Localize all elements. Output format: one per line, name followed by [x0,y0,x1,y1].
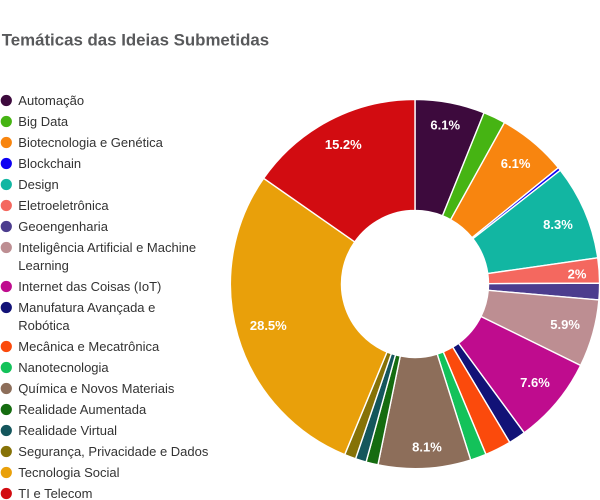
svg-text:Inteligência Artificial e Mach: Inteligência Artificial e Machine [18,240,196,255]
svg-text:Robótica: Robótica [18,318,70,333]
svg-text:7.6%: 7.6% [520,375,550,390]
svg-text:Geoengenharia: Geoengenharia [18,219,108,234]
svg-text:15.2%: 15.2% [325,137,362,152]
svg-text:Biotecnologia e Genética: Biotecnologia e Genética [18,135,163,150]
svg-text:Mecânica e Mecatrônica: Mecânica e Mecatrônica [18,339,160,354]
svg-text:Design: Design [18,177,58,192]
svg-text:Química e Novos Materiais: Química e Novos Materiais [18,381,175,396]
svg-text:Segurança, Privacidade e Dados: Segurança, Privacidade e Dados [18,444,209,459]
svg-text:Learning: Learning [18,258,69,273]
svg-text:Blockchain: Blockchain [18,156,81,171]
svg-text:Realidade Virtual: Realidade Virtual [18,423,117,438]
svg-text:Automação: Automação [18,93,84,108]
svg-text:Realidade Aumentada: Realidade Aumentada [18,402,147,417]
svg-text:28.5%: 28.5% [250,318,287,333]
svg-text:6.1%: 6.1% [501,156,531,171]
svg-text:Nanotecnologia: Nanotecnologia [18,360,109,375]
svg-text:Big Data: Big Data [18,114,69,129]
svg-text:5.9%: 5.9% [550,317,580,332]
svg-text:Tecnologia Social: Tecnologia Social [18,465,119,480]
svg-text:Eletroeletrônica: Eletroeletrônica [18,198,109,213]
svg-text:Manufatura Avançada e: Manufatura Avançada e [18,300,155,315]
svg-text:6.1%: 6.1% [430,117,460,132]
svg-text:8.1%: 8.1% [412,440,442,455]
svg-text:Temáticas das Ideias Submetida: Temáticas das Ideias Submetidas [2,31,269,50]
svg-text:TI e Telecom: TI e Telecom [18,486,92,500]
svg-text:Internet das Coisas (IoT): Internet das Coisas (IoT) [18,279,161,294]
svg-text:2%: 2% [568,267,587,282]
svg-text:8.3%: 8.3% [543,217,573,232]
